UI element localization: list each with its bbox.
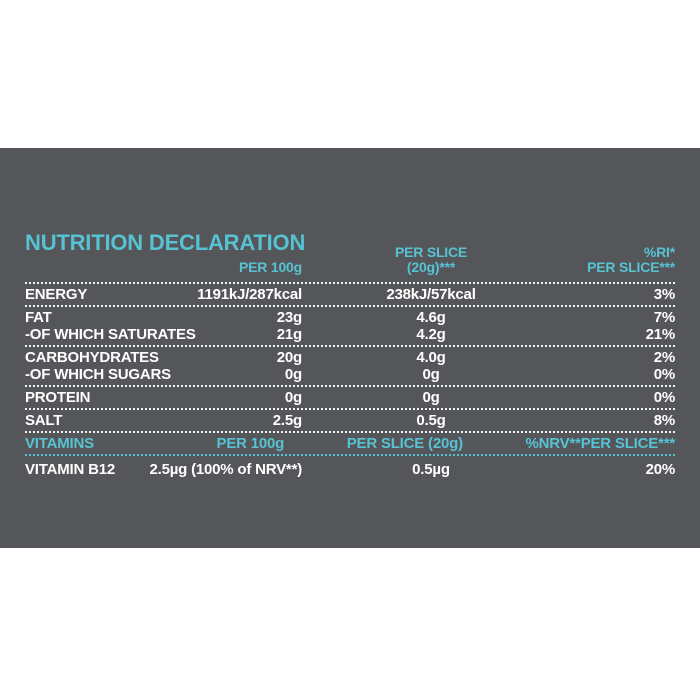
nutrient-group: CARBOHYDRATES 20g 4.0g 2% -OF WHICH SUGA… bbox=[25, 348, 675, 384]
per-slice-value: 0g bbox=[422, 389, 440, 406]
column-header-per-slice-line2: (20g)*** bbox=[406, 259, 456, 275]
table-row: -OF WHICH SUGARS 0g 0g 0% bbox=[25, 366, 675, 383]
column-header-ri-per-slice: %RI* PER SLICE*** bbox=[560, 245, 675, 275]
separator-dotted bbox=[25, 305, 675, 307]
vitamins-header-row: VITAMINS PER 100g PER SLICE (20g) %NRV**… bbox=[25, 434, 675, 453]
table-header: NUTRITION DECLARATION PER 100g PER SLICE… bbox=[25, 232, 675, 281]
nutrient-group: ENERGY 1191kJ/287kcal 238kJ/57kcal 3% bbox=[25, 285, 675, 304]
page-title: NUTRITION DECLARATION bbox=[25, 230, 306, 255]
nutrient-label: FAT bbox=[25, 309, 52, 326]
nutrition-panel: NUTRITION DECLARATION PER 100g PER SLICE… bbox=[0, 148, 700, 548]
separator-dotted-cyan bbox=[25, 454, 675, 456]
nutrition-table: ENERGY 1191kJ/287kcal 238kJ/57kcal 3% FA… bbox=[25, 282, 675, 479]
per-slice-value: 238kJ/57kcal bbox=[386, 286, 476, 303]
table-row: ENERGY 1191kJ/287kcal 238kJ/57kcal 3% bbox=[25, 286, 675, 303]
vitamins-rows: VITAMIN B12 2.5µg (100% of NRV**) 0.5µg … bbox=[25, 457, 675, 479]
ri-value: 0% bbox=[653, 366, 675, 383]
separator-dotted bbox=[25, 282, 675, 284]
nutrient-group: PROTEIN 0g 0g 0% bbox=[25, 388, 675, 407]
per-100g-value: 20g bbox=[276, 349, 302, 366]
ri-value: 2% bbox=[653, 349, 675, 366]
per-slice-value: 4.6g bbox=[416, 309, 446, 326]
table-row: PROTEIN 0g 0g 0% bbox=[25, 389, 675, 406]
column-header-ri-line2: PER SLICE*** bbox=[587, 259, 675, 275]
ri-value: 8% bbox=[653, 412, 675, 429]
nutrient-label: -OF WHICH SATURATES bbox=[25, 326, 196, 343]
per-100g-value: 2.5g bbox=[272, 412, 302, 429]
table-row: VITAMIN B12 2.5µg (100% of NRV**) 0.5µg … bbox=[25, 461, 675, 478]
ri-value: %NRV**PER SLICE*** bbox=[525, 435, 675, 452]
column-header-ri-line1: %RI* bbox=[643, 244, 675, 260]
separator-dotted bbox=[25, 385, 675, 387]
per-100g-value: 21g bbox=[276, 326, 302, 343]
per-slice-value: 4.2g bbox=[416, 326, 446, 343]
nutrition-content: NUTRITION DECLARATION PER 100g PER SLICE… bbox=[25, 232, 675, 479]
separator-dotted bbox=[25, 431, 675, 433]
per-100g-value: PER 100g bbox=[216, 435, 285, 452]
column-header-per-slice: PER SLICE (20g)*** bbox=[302, 245, 560, 275]
ri-value: 7% bbox=[653, 309, 675, 326]
per-100g-value: 0g bbox=[284, 389, 302, 406]
nutrient-label: -OF WHICH SUGARS bbox=[25, 366, 171, 383]
per-slice-value: 0.5µg bbox=[412, 461, 450, 478]
ri-value: 0% bbox=[653, 389, 675, 406]
ri-value: 20% bbox=[645, 461, 676, 478]
table-row: FAT 23g 4.6g 7% bbox=[25, 309, 675, 326]
table-row: VITAMINS PER 100g PER SLICE (20g) %NRV**… bbox=[25, 435, 675, 452]
nutrient-label: ENERGY bbox=[25, 286, 88, 303]
ri-value: 21% bbox=[645, 326, 676, 343]
column-header-per-100g: PER 100g bbox=[239, 259, 302, 275]
nutrient-label: SALT bbox=[25, 412, 63, 429]
table-row: CARBOHYDRATES 20g 4.0g 2% bbox=[25, 349, 675, 366]
nutrient-label: PROTEIN bbox=[25, 389, 91, 406]
nutrient-label: VITAMIN B12 bbox=[25, 461, 116, 478]
nutrient-group: SALT 2.5g 0.5g 8% bbox=[25, 411, 675, 430]
separator-dotted bbox=[25, 408, 675, 410]
per-slice-value: 0.5g bbox=[416, 412, 446, 429]
nutrient-group: FAT 23g 4.6g 7% -OF WHICH SATURATES 21g … bbox=[25, 308, 675, 344]
per-slice-value: 0g bbox=[422, 366, 440, 383]
per-slice-value: 4.0g bbox=[416, 349, 446, 366]
ri-value: 3% bbox=[653, 286, 675, 303]
column-header-per-slice-line1: PER SLICE bbox=[394, 244, 468, 260]
per-slice-value: PER SLICE (20g) bbox=[346, 435, 463, 452]
per-100g-value: 23g bbox=[276, 309, 302, 326]
nutrient-label: VITAMINS bbox=[25, 435, 94, 452]
separator-dotted bbox=[25, 345, 675, 347]
nutrient-label: CARBOHYDRATES bbox=[25, 349, 159, 366]
per-100g-value: 1191kJ/287kcal bbox=[197, 286, 302, 303]
table-row: SALT 2.5g 0.5g 8% bbox=[25, 412, 675, 429]
per-100g-value: 0g bbox=[284, 366, 302, 383]
table-row: -OF WHICH SATURATES 21g 4.2g 21% bbox=[25, 326, 675, 343]
per-100g-value: 2.5µg (100% of NRV**) bbox=[149, 461, 302, 478]
